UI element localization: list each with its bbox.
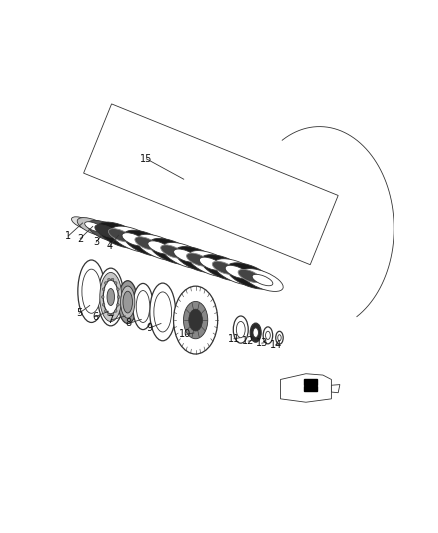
- Ellipse shape: [98, 268, 124, 326]
- Ellipse shape: [263, 327, 273, 344]
- Ellipse shape: [87, 221, 125, 242]
- Text: 9: 9: [147, 323, 153, 333]
- Ellipse shape: [173, 286, 218, 354]
- Text: 2: 2: [77, 233, 83, 244]
- Text: 11: 11: [228, 334, 240, 344]
- Ellipse shape: [276, 332, 283, 344]
- Ellipse shape: [110, 226, 156, 253]
- Ellipse shape: [109, 229, 131, 242]
- Polygon shape: [332, 385, 340, 393]
- Text: 7: 7: [108, 315, 114, 325]
- Ellipse shape: [201, 255, 247, 281]
- Ellipse shape: [108, 313, 110, 316]
- Text: 14: 14: [270, 340, 282, 350]
- Ellipse shape: [117, 288, 119, 290]
- Ellipse shape: [226, 263, 272, 289]
- Ellipse shape: [97, 222, 143, 248]
- Text: 4: 4: [107, 241, 113, 251]
- Ellipse shape: [114, 281, 117, 285]
- Ellipse shape: [85, 222, 103, 232]
- Ellipse shape: [95, 225, 118, 238]
- Ellipse shape: [136, 235, 182, 261]
- Ellipse shape: [161, 245, 184, 258]
- Ellipse shape: [265, 332, 270, 340]
- Ellipse shape: [175, 246, 221, 273]
- Text: 8: 8: [126, 319, 132, 328]
- Ellipse shape: [149, 238, 195, 265]
- Ellipse shape: [242, 269, 283, 292]
- Ellipse shape: [173, 249, 197, 262]
- Ellipse shape: [184, 302, 208, 339]
- Ellipse shape: [133, 284, 153, 329]
- Ellipse shape: [136, 290, 150, 322]
- Text: 5: 5: [76, 308, 82, 318]
- Ellipse shape: [278, 335, 281, 341]
- Ellipse shape: [225, 265, 248, 278]
- Ellipse shape: [117, 296, 120, 298]
- Ellipse shape: [117, 303, 119, 306]
- Bar: [304, 379, 317, 385]
- Ellipse shape: [162, 243, 208, 269]
- Ellipse shape: [82, 269, 101, 313]
- Ellipse shape: [238, 269, 261, 282]
- Bar: [304, 386, 317, 391]
- Ellipse shape: [214, 259, 260, 285]
- Ellipse shape: [77, 217, 110, 236]
- Ellipse shape: [118, 281, 137, 324]
- Text: 1: 1: [65, 231, 71, 241]
- Ellipse shape: [252, 274, 273, 286]
- Text: 13: 13: [256, 338, 268, 348]
- Ellipse shape: [78, 260, 105, 322]
- Ellipse shape: [154, 292, 172, 332]
- Ellipse shape: [187, 253, 209, 266]
- Ellipse shape: [199, 257, 223, 270]
- Ellipse shape: [148, 241, 171, 254]
- Ellipse shape: [123, 291, 132, 313]
- Polygon shape: [84, 104, 338, 265]
- Ellipse shape: [150, 283, 176, 341]
- Ellipse shape: [135, 237, 158, 250]
- Text: 3: 3: [93, 237, 99, 247]
- Ellipse shape: [250, 323, 261, 342]
- Ellipse shape: [188, 251, 234, 277]
- Ellipse shape: [122, 233, 145, 246]
- Ellipse shape: [102, 296, 104, 298]
- Ellipse shape: [102, 288, 105, 290]
- Ellipse shape: [237, 321, 245, 338]
- Text: 12: 12: [242, 336, 254, 346]
- Ellipse shape: [108, 278, 110, 281]
- Ellipse shape: [189, 309, 202, 331]
- Polygon shape: [280, 374, 332, 402]
- Ellipse shape: [104, 281, 107, 285]
- Ellipse shape: [212, 261, 235, 274]
- Ellipse shape: [114, 310, 117, 312]
- Text: 15: 15: [140, 154, 152, 164]
- Ellipse shape: [253, 328, 258, 337]
- Ellipse shape: [102, 303, 105, 306]
- Ellipse shape: [233, 316, 248, 343]
- Ellipse shape: [124, 230, 170, 256]
- Ellipse shape: [71, 217, 95, 230]
- Ellipse shape: [104, 310, 107, 312]
- Ellipse shape: [111, 278, 114, 281]
- Ellipse shape: [111, 313, 114, 316]
- Ellipse shape: [107, 288, 114, 305]
- Ellipse shape: [100, 272, 122, 321]
- Text: 6: 6: [92, 312, 99, 322]
- Text: 10: 10: [179, 329, 191, 340]
- Ellipse shape: [120, 286, 135, 318]
- Ellipse shape: [103, 280, 118, 314]
